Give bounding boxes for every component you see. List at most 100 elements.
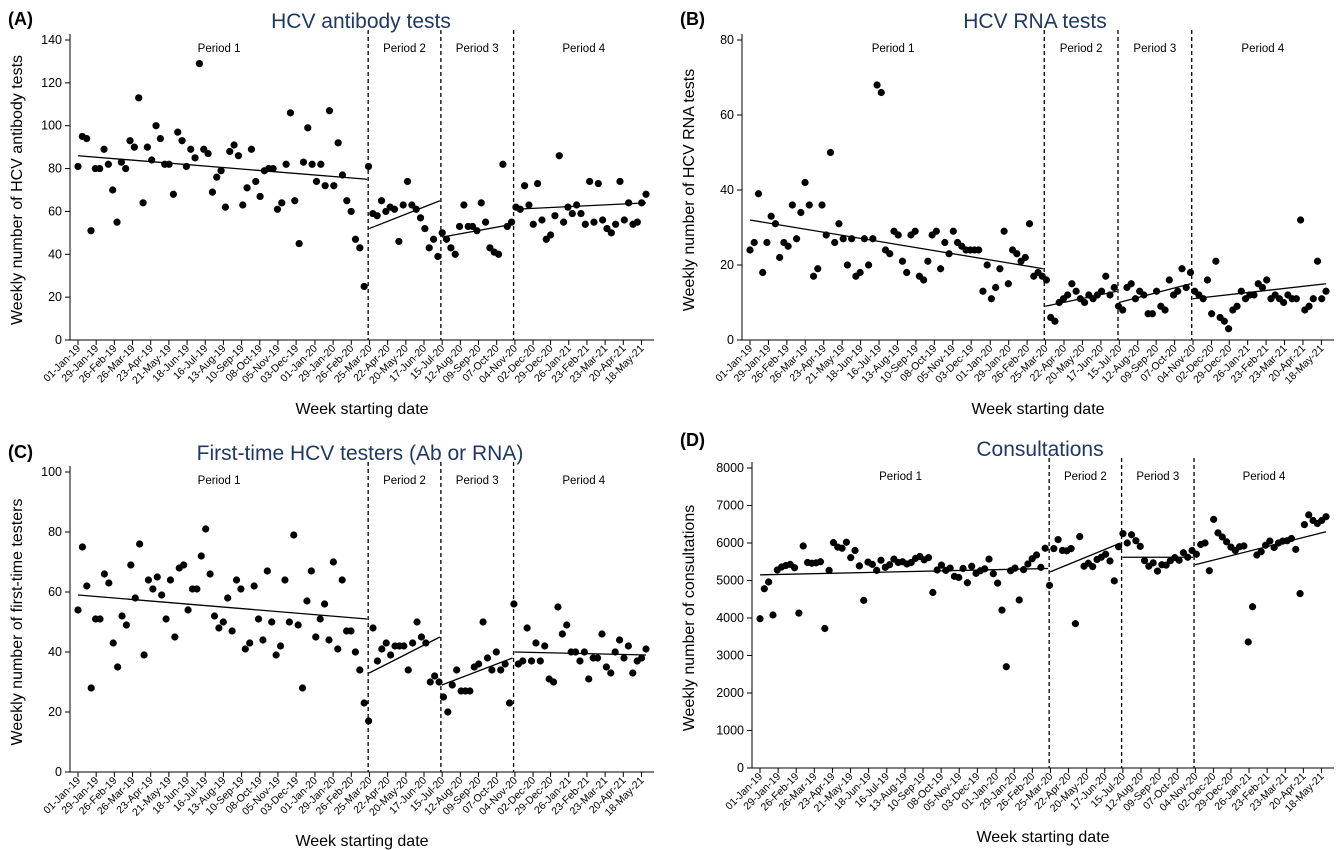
data-point [771,220,780,228]
data-point [505,699,514,707]
data-point [87,227,95,235]
data-point [316,615,324,623]
data-point [299,158,308,166]
data-point [1233,302,1241,310]
y-tick-label: 140 [41,33,62,47]
data-point [945,250,953,258]
data-point [576,657,584,665]
data-point [295,239,303,248]
data-point [547,231,555,239]
panel-title: First-time HCV testers (Ab or RNA) [197,442,524,465]
data-point [1140,291,1148,299]
data-point [483,654,492,662]
data-point [924,257,932,265]
y-tick-label: 40 [48,247,62,261]
data-point [130,143,138,151]
data-point [477,199,485,207]
y-tick-label: 3000 [716,649,744,663]
data-point [403,177,412,186]
data-point [447,244,455,252]
data-point [816,558,825,566]
data-point [334,645,342,653]
data-point [1149,559,1157,567]
data-point [481,218,490,226]
data-point [365,717,373,725]
data-point [1258,283,1267,292]
data-point [1110,577,1118,585]
data-point [839,235,847,243]
data-point [1127,280,1135,288]
x-axis-label: Week starting date [971,401,1104,418]
data-point [624,642,632,650]
data-point [932,227,940,235]
data-point [1102,272,1110,280]
data-point [814,265,822,273]
data-point [620,654,628,662]
data-point [523,624,531,632]
data-point [955,573,963,582]
y-tick-label: 80 [48,525,62,539]
data-point [290,531,298,539]
data-point [936,265,945,273]
data-point [1322,287,1330,295]
panel-title: HCV antibody tests [271,10,451,33]
data-point [109,186,117,194]
y-tick-label: 0 [727,333,734,347]
data-point [529,220,537,228]
trend-line-period-4 [1192,283,1327,300]
data-point [1140,557,1149,565]
data-point [520,182,529,190]
data-point [453,666,461,674]
data-point [920,276,928,284]
y-tick-label: 40 [720,183,734,197]
data-point [1068,280,1076,288]
data-point [416,214,425,222]
data-point [1287,534,1296,543]
panel-title: HCV RNA tests [963,10,1107,33]
data-point [78,543,87,551]
period-label: Period 4 [562,475,605,487]
data-point [767,212,775,220]
data-point [1032,551,1041,559]
data-point [629,669,637,677]
period-label: Period 1 [198,475,241,487]
data-point [886,561,894,569]
data-point [929,588,937,597]
y-tick-label: 0 [55,765,62,779]
panel-letter: (D) [680,430,705,450]
data-point [100,145,108,153]
data-point [620,216,628,224]
data-point [105,579,113,587]
data-point [143,143,151,151]
data-point [312,177,321,186]
data-point [959,564,967,573]
period-label: Period 3 [1133,43,1176,55]
data-point [254,615,263,623]
data-point [856,268,864,277]
data-point [1054,536,1062,544]
panel-title: Consultations [976,438,1103,461]
data-point [1097,287,1106,295]
data-point [377,197,386,205]
y-tick-label: 4000 [716,611,744,625]
data-point [536,657,544,665]
period-label: Period 4 [1241,43,1284,55]
data-point [1050,545,1058,553]
data-point [213,173,221,181]
data-point [1015,596,1023,604]
data-point [790,564,799,572]
y-axis-label: Weekly number of HCV antibody tests [9,55,26,325]
data-point [180,561,188,569]
data-point [989,570,997,578]
data-point [1240,542,1248,550]
data-point [182,162,190,171]
data-point [898,257,907,265]
data-point [776,253,784,262]
data-point [855,562,863,570]
data-point [438,229,446,237]
data-point [466,687,474,695]
data-point [760,585,768,593]
data-point [594,179,602,188]
y-tick-label: 120 [41,76,62,90]
data-point [822,231,830,239]
